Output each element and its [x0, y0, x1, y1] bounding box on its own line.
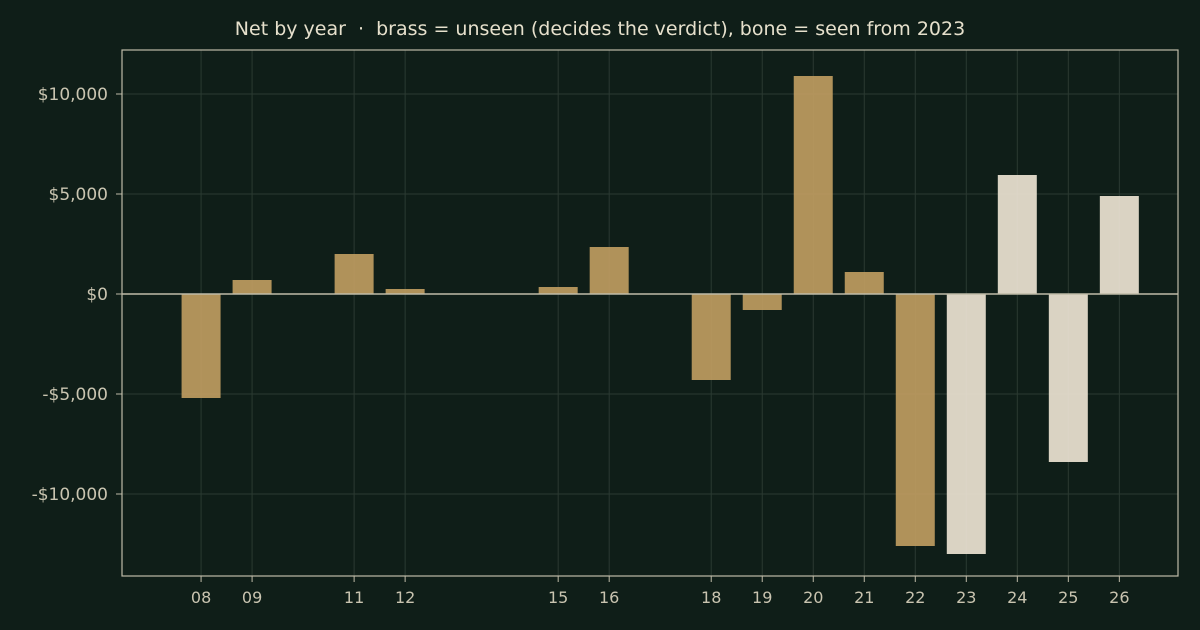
x-tick-label: 20 [803, 588, 823, 607]
x-tick-label: 12 [395, 588, 415, 607]
x-tick-label: 18 [701, 588, 721, 607]
bar-18 [691, 294, 731, 380]
bar-15 [538, 287, 578, 294]
bar-11 [334, 254, 374, 294]
y-tick-label: $5,000 [49, 185, 108, 205]
bar-16 [589, 247, 629, 294]
x-tick-label: 08 [191, 588, 211, 607]
x-tick-label: 19 [752, 588, 772, 607]
x-tick-label: 09 [242, 588, 262, 607]
x-tick-label: 25 [1058, 588, 1078, 607]
y-tick-label: -$5,000 [42, 385, 108, 405]
x-tick-label: 15 [548, 588, 568, 607]
x-tick-label: 21 [854, 588, 874, 607]
y-tick-label: $10,000 [38, 85, 108, 105]
x-tick-label: 24 [1007, 588, 1027, 607]
x-tick-label: 26 [1109, 588, 1129, 607]
bar-22 [895, 294, 935, 546]
plot-area [122, 50, 1178, 576]
bar-21 [844, 272, 884, 294]
y-tick-label: -$10,000 [32, 485, 108, 505]
bar-12 [385, 289, 425, 294]
x-tick-label: 16 [599, 588, 619, 607]
bar-24 [997, 175, 1037, 294]
bar-08 [181, 294, 221, 398]
x-tick-label: 23 [956, 588, 976, 607]
y-tick-label: $0 [86, 285, 108, 305]
bar-26 [1099, 196, 1139, 294]
chart-title: Net by year · brass = unseen (decides th… [234, 18, 966, 40]
x-tick-label: 11 [344, 588, 364, 607]
bar-25 [1048, 294, 1088, 462]
bar-09 [232, 280, 272, 294]
bar-20 [793, 76, 833, 294]
x-tick-label: 22 [905, 588, 925, 607]
bar-23 [946, 294, 986, 554]
plot-frame [121, 49, 1179, 577]
bar-19 [742, 294, 782, 310]
